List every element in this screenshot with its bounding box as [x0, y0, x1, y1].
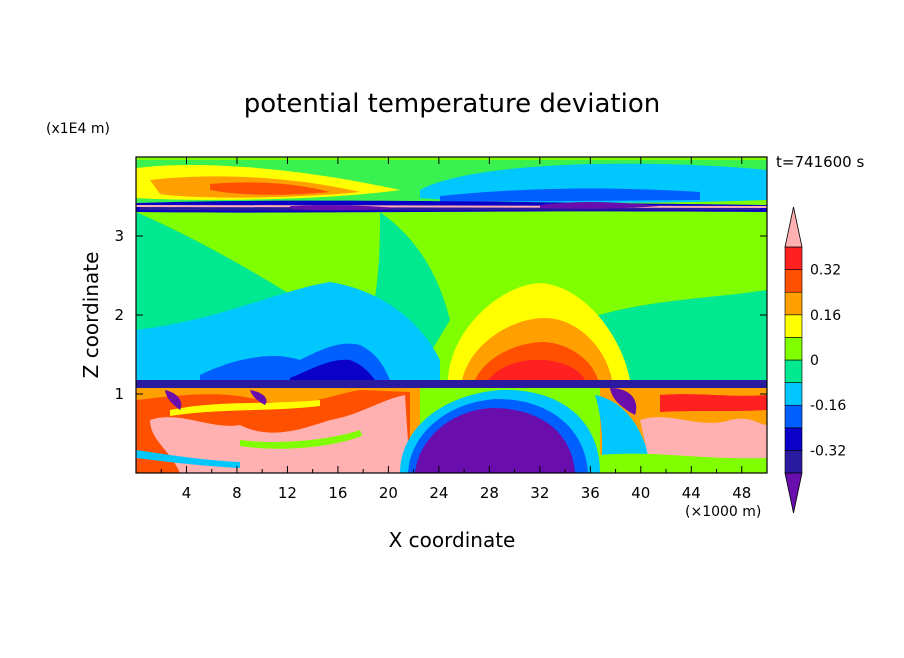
- colorbar-box: [784, 337, 803, 361]
- bl-right-red: [660, 394, 767, 412]
- y-tick-label: 2: [114, 306, 124, 324]
- contour-field: [136, 157, 767, 473]
- colorbar-box: [784, 427, 803, 451]
- x-tick-label: 32: [530, 484, 549, 502]
- x-tick-label: 28: [480, 484, 499, 502]
- inversion-cold-line: [136, 380, 767, 388]
- time-label: t=741600 s: [776, 153, 864, 171]
- colorbar: 0.32 0.16 0 -0.16 -0.32: [784, 206, 846, 514]
- chart-title: potential temperature deviation: [244, 89, 660, 119]
- bl-left-purple-spots: [165, 390, 267, 410]
- x-tick-label: 48: [732, 484, 751, 502]
- colorbar-label: 0.32: [810, 263, 841, 279]
- bl-right-green: [600, 453, 767, 473]
- x-tick-label: 20: [379, 484, 398, 502]
- mid-deep-blue: [290, 359, 375, 380]
- colorbar-box: [784, 269, 803, 293]
- colorbar-box: [784, 382, 803, 406]
- y-tick-label: 1: [114, 385, 124, 403]
- bl-right-purple: [610, 388, 637, 415]
- colorbar-label: 0: [810, 353, 819, 369]
- colorbar-bottom-triangle: [784, 472, 803, 514]
- x-tick-label: 24: [429, 484, 448, 502]
- x-unit-label: (×1000 m): [685, 504, 761, 520]
- colorbar-box: [784, 291, 803, 316]
- y-unit-label: (x1E4 m): [46, 121, 110, 137]
- x-tick-label: 8: [232, 484, 242, 502]
- mid-green-left: [136, 212, 300, 330]
- x-tick-label: 16: [328, 484, 347, 502]
- y-axis: 1 2 3: [114, 227, 767, 403]
- x-tick-label: 4: [182, 484, 192, 502]
- x-axis: 4 8 12 16 20 24 28 32 36 40 44 48: [160, 157, 751, 502]
- x-axis-label: X coordinate: [389, 528, 516, 552]
- colorbar-top-triangle: [784, 206, 803, 248]
- bl-left-yellow-streak: [170, 400, 320, 416]
- upper-cold-band-mid: [440, 188, 700, 202]
- x-tick-label: 44: [682, 484, 701, 502]
- tropopause-purple-right: [540, 202, 660, 209]
- bl-right-cyan: [595, 395, 650, 473]
- y-tick-label: 3: [114, 227, 124, 245]
- colorbar-box: [784, 246, 803, 270]
- cold-pool-purple: [415, 408, 575, 473]
- colorbar-box: [784, 314, 803, 338]
- colorbar-label: 0.16: [810, 308, 841, 324]
- bl-left-green-streak: [240, 430, 362, 449]
- colorbar-box: [784, 404, 803, 429]
- colorbar-label: -0.32: [810, 443, 846, 459]
- upper-warm-band-red: [210, 182, 330, 195]
- colorbar-box: [784, 450, 803, 474]
- y-axis-label: Z coordinate: [79, 252, 103, 379]
- warm-plume-core: [488, 359, 585, 380]
- x-tick-label: 12: [278, 484, 297, 502]
- x-tick-label: 36: [581, 484, 600, 502]
- tropopause-purple-left: [290, 205, 400, 211]
- bl-left-pink: [150, 395, 410, 473]
- x-tick-label: 40: [631, 484, 650, 502]
- bl-right-pink: [640, 417, 767, 468]
- colorbar-box: [784, 359, 803, 383]
- colorbar-label: -0.16: [810, 398, 846, 414]
- bl-left-cyan-streak: [136, 450, 240, 468]
